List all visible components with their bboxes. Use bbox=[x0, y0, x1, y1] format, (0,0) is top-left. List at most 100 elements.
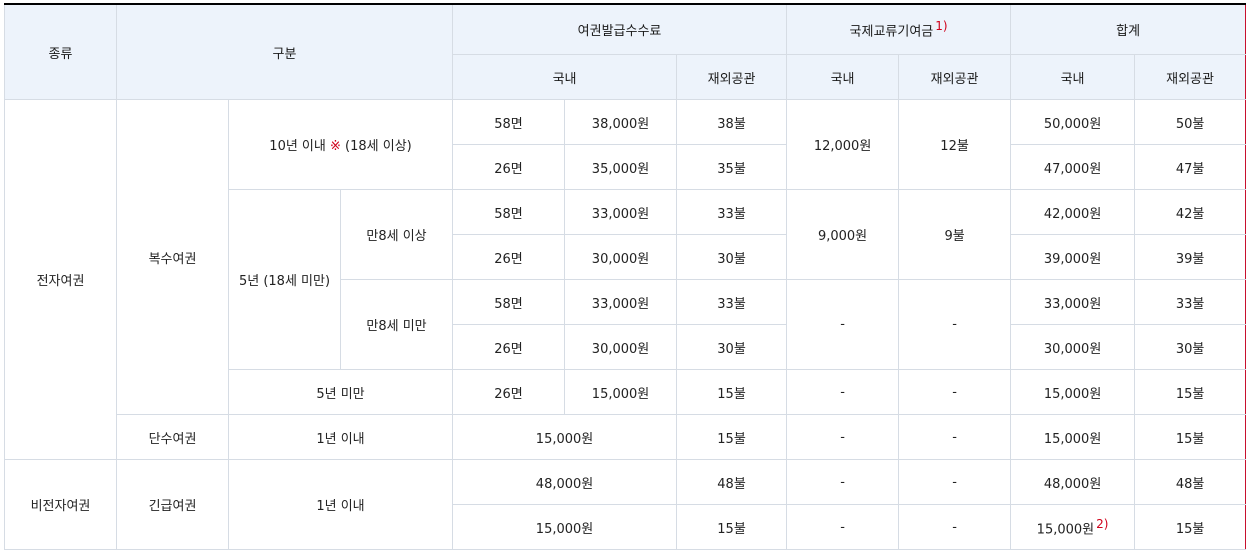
fund-domestic-cell: - bbox=[786, 369, 900, 415]
fee-overseas-cell: 15불 bbox=[676, 504, 788, 550]
header-total-overseas: 재외공관 bbox=[1134, 54, 1247, 100]
fee-overseas-cell: 30불 bbox=[676, 234, 788, 280]
total-domestic-cell: 33,000원 bbox=[1010, 279, 1136, 325]
fund-domestic-cell: - bbox=[786, 504, 900, 550]
period-one-year: 1년 이내 bbox=[227, 414, 454, 460]
header-fund-overseas: 재외공관 bbox=[898, 54, 1012, 100]
total-overseas-cell: 15불 bbox=[1134, 414, 1247, 460]
total-domestic-cell: 30,000원 bbox=[1010, 324, 1136, 370]
period-ten-years-age: (18세 이상) bbox=[340, 139, 412, 154]
period-one-year: 1년 이내 bbox=[227, 459, 454, 550]
footnote-1-marker: 1) bbox=[935, 19, 948, 34]
fee-domestic-cell: 33,000원 bbox=[564, 189, 678, 235]
fund-domestic-cell: - bbox=[786, 279, 900, 370]
total-overseas-cell: 15불 bbox=[1134, 504, 1247, 550]
group-non-electronic: 비전자여권 bbox=[4, 459, 117, 550]
fund-overseas-cell: - bbox=[898, 279, 1012, 370]
fee-domestic-cell: 30,000원 bbox=[564, 324, 678, 370]
fund-domestic-cell: 9,000원 bbox=[786, 189, 900, 280]
fund-overseas-cell: 9불 bbox=[898, 189, 1012, 280]
fund-overseas-cell: - bbox=[898, 369, 1012, 415]
pages-cell: 26면 bbox=[452, 324, 566, 370]
pages-cell: 58면 bbox=[452, 279, 566, 325]
total-domestic-cell: 47,000원 bbox=[1010, 144, 1136, 190]
total-domestic-cell: 42,000원 bbox=[1010, 189, 1136, 235]
fund-domestic-cell: - bbox=[786, 459, 900, 505]
type-emergency: 긴급여권 bbox=[116, 459, 229, 550]
fund-overseas-cell: - bbox=[898, 414, 1012, 460]
total-overseas-cell: 47불 bbox=[1134, 144, 1247, 190]
header-category: 구분 bbox=[115, 3, 454, 100]
table-row: 비전자여권 긴급여권 1년 이내 48,000원 48불 - - 48,000원… bbox=[4, 459, 1247, 550]
fund-domestic-cell: - bbox=[786, 414, 900, 460]
total-overseas-cell: 42불 bbox=[1134, 189, 1247, 235]
total-domestic-value: 15,000원 bbox=[1036, 522, 1095, 538]
total-overseas-cell: 33불 bbox=[1134, 279, 1247, 325]
type-multiple: 복수여권 bbox=[116, 99, 229, 415]
header-total: 합계 bbox=[1010, 3, 1247, 55]
pages-cell: 26면 bbox=[452, 144, 566, 190]
pages-cell: 26면 bbox=[452, 369, 566, 415]
age-over8: 만8세 이상 bbox=[339, 189, 454, 280]
fee-domestic-cell: 48,000원 bbox=[452, 459, 678, 505]
total-domestic-cell: 39,000원 bbox=[1010, 234, 1136, 280]
total-overseas-cell: 15불 bbox=[1134, 369, 1247, 415]
fee-overseas-cell: 15불 bbox=[676, 369, 788, 415]
age-under8: 만8세 미만 bbox=[339, 279, 454, 370]
header-issue-domestic: 국내 bbox=[452, 54, 678, 100]
pages-cell: 58면 bbox=[452, 99, 566, 145]
type-single: 단수여권 bbox=[116, 414, 229, 460]
header-fund-domestic: 국내 bbox=[786, 54, 900, 100]
fund-domestic-cell: 12,000원 bbox=[786, 99, 900, 190]
fee-domestic-cell: 35,000원 bbox=[564, 144, 678, 190]
total-domestic-cell: 15,000원 2) bbox=[1010, 504, 1136, 550]
total-domestic-cell: 15,000원 bbox=[1010, 369, 1136, 415]
period-under5: 5년 미만 bbox=[227, 369, 454, 415]
header-total-domestic: 국내 bbox=[1010, 54, 1136, 100]
fee-domestic-cell: 33,000원 bbox=[564, 279, 678, 325]
header-intl-fund: 국제교류기여금 1) bbox=[786, 3, 1012, 55]
fee-domestic-cell: 30,000원 bbox=[564, 234, 678, 280]
header-intl-fund-label: 국제교류기여금 bbox=[849, 24, 934, 40]
total-overseas-cell: 50불 bbox=[1134, 99, 1247, 145]
fee-overseas-cell: 33불 bbox=[676, 279, 788, 325]
fee-overseas-cell: 15불 bbox=[676, 414, 788, 460]
total-domestic-cell: 50,000원 bbox=[1010, 99, 1136, 145]
table-row: 5년 미만 26면 15,000원 15불 - - 15,000원 15불 bbox=[5, 369, 1247, 415]
fund-overseas-cell: 12불 bbox=[898, 99, 1012, 190]
table-row: 26면 35,000원 35불 47,000원 47불 bbox=[5, 144, 1247, 190]
group-electronic: 전자여권 bbox=[4, 99, 117, 460]
fee-overseas-cell: 33불 bbox=[676, 189, 788, 235]
fund-overseas-cell: - bbox=[898, 459, 1012, 505]
total-domestic-cell: 15,000원 bbox=[1010, 414, 1136, 460]
fee-domestic-cell: 15,000원 bbox=[452, 504, 678, 550]
fee-domestic-cell: 38,000원 bbox=[564, 99, 678, 145]
fund-overseas-cell: - bbox=[898, 504, 1012, 550]
fee-overseas-cell: 48불 bbox=[676, 459, 788, 505]
total-overseas-cell: 30불 bbox=[1134, 324, 1247, 370]
header-issue-overseas: 재외공관 bbox=[676, 54, 788, 100]
total-overseas-cell: 39불 bbox=[1134, 234, 1247, 280]
header-kind: 종류 bbox=[4, 3, 117, 100]
header-issue-fee: 여권발급수수료 bbox=[452, 3, 788, 55]
table-row: 5년 (18세 미만) 만8세 이상 58면 33,000원 33불 9,000… bbox=[5, 189, 1247, 370]
table-row: 만8세 미만 58면 33,000원 33불 - - 33,000원 33불 bbox=[5, 279, 1247, 370]
table-row: 26면 30,000원 30불 39,000원 39불 bbox=[5, 234, 1247, 280]
table-row: 15,000원 15불 - - 15,000원 2) 15불 bbox=[5, 504, 1247, 550]
period-ten-years-label: 10년 이내 bbox=[269, 139, 330, 154]
table-row: 26면 30,000원 30불 30,000원 30불 bbox=[5, 324, 1247, 370]
table-row: 단수여권 1년 이내 15,000원 15불 - - 15,000원 15불 bbox=[5, 414, 1247, 460]
pages-cell: 26면 bbox=[452, 234, 566, 280]
fee-domestic-cell: 15,000원 bbox=[452, 414, 678, 460]
passport-fee-table: 종류 구분 여권발급수수료 국제교류기여금 1) 합계 국내 재외공관 국내 재외… bbox=[4, 3, 1247, 550]
fee-overseas-cell: 35불 bbox=[676, 144, 788, 190]
fee-domestic-cell: 15,000원 bbox=[564, 369, 678, 415]
pages-cell: 58면 bbox=[452, 189, 566, 235]
period-ten-years: 10년 이내 ※ (18세 이상) bbox=[227, 99, 454, 190]
reference-mark: ※ bbox=[329, 139, 341, 154]
total-domestic-cell: 48,000원 bbox=[1010, 459, 1136, 505]
fee-overseas-cell: 30불 bbox=[676, 324, 788, 370]
fee-overseas-cell: 38불 bbox=[676, 99, 788, 145]
table-row: 전자여권 복수여권 10년 이내 ※ (18세 이상) 58면 38,000원 … bbox=[4, 99, 1247, 460]
total-overseas-cell: 48불 bbox=[1134, 459, 1247, 505]
